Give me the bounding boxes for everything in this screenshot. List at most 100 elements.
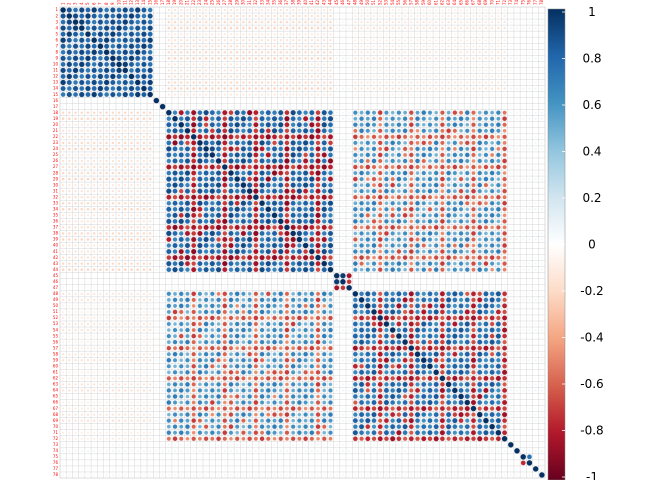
correlation-circle — [516, 365, 518, 367]
correlation-circle — [421, 315, 427, 321]
correlation-circle — [421, 369, 427, 375]
correlation-circle — [342, 63, 344, 65]
correlation-circle — [385, 51, 388, 54]
correlation-circle — [373, 105, 375, 108]
correlation-circle — [304, 281, 307, 283]
correlation-circle — [516, 166, 518, 168]
correlation-circle — [522, 341, 524, 343]
correlation-circle — [422, 69, 425, 72]
correlation-circle — [323, 63, 326, 66]
correlation-circle — [435, 281, 437, 283]
correlation-circle — [353, 128, 358, 133]
correlation-circle — [247, 339, 252, 345]
correlation-circle — [371, 243, 377, 248]
correlation-circle — [86, 220, 90, 223]
correlation-circle — [409, 128, 414, 134]
correlation-circle — [522, 69, 524, 72]
correlation-circle — [427, 291, 433, 297]
correlation-circle — [196, 139, 203, 146]
correlation-circle — [166, 164, 172, 170]
correlation-circle — [142, 341, 146, 344]
correlation-circle — [222, 358, 227, 363]
correlation-circle — [359, 237, 364, 242]
correlation-circle — [203, 182, 209, 188]
correlation-circle — [534, 359, 537, 362]
correlation-circle — [266, 75, 270, 78]
correlation-circle — [93, 365, 96, 368]
correlation-circle — [495, 206, 501, 212]
correlation-circle — [286, 105, 288, 108]
correlation-circle — [496, 116, 501, 121]
correlation-circle — [335, 21, 338, 24]
correlation-circle — [516, 21, 518, 24]
correlation-circle — [265, 140, 271, 146]
correlation-circle — [503, 63, 506, 66]
correlation-circle — [254, 14, 258, 18]
correlation-circle — [371, 303, 377, 309]
correlation-circle — [458, 333, 464, 339]
correlation-circle — [477, 110, 482, 115]
correlation-circle — [472, 93, 475, 96]
correlation-circle — [197, 230, 203, 237]
correlation-circle — [265, 116, 271, 122]
correlation-circle — [285, 87, 289, 90]
correlation-circle — [458, 110, 464, 115]
correlation-circle — [117, 352, 121, 356]
correlation-circle — [389, 309, 396, 315]
correlation-circle — [452, 369, 458, 375]
correlation-circle — [247, 134, 253, 140]
correlation-circle — [402, 219, 408, 224]
correlation-circle — [141, 55, 147, 61]
correlation-circle — [259, 170, 265, 176]
correlation-circle — [490, 195, 495, 200]
correlation-circle — [222, 321, 228, 327]
correlation-circle — [541, 33, 543, 35]
correlation-circle — [379, 286, 382, 289]
correlation-circle — [385, 14, 388, 18]
correlation-circle — [91, 25, 97, 31]
correlation-circle — [197, 352, 202, 357]
correlation-circle — [510, 33, 512, 35]
correlation-circle — [136, 201, 140, 205]
correlation-circle — [296, 224, 302, 230]
correlation-circle — [155, 172, 158, 175]
correlation-circle — [278, 140, 284, 146]
correlation-circle — [309, 170, 315, 176]
correlation-circle — [229, 69, 233, 72]
correlation-circle — [167, 93, 171, 96]
correlation-circle — [203, 128, 209, 134]
correlation-circle — [191, 303, 196, 308]
correlation-circle — [371, 339, 377, 345]
correlation-circle — [173, 322, 178, 327]
correlation-circle — [105, 214, 108, 217]
correlation-circle — [61, 195, 65, 199]
correlation-circle — [303, 194, 308, 200]
correlation-circle — [216, 322, 221, 327]
correlation-circle — [290, 351, 296, 357]
correlation-circle — [422, 26, 426, 30]
correlation-circle — [105, 335, 108, 338]
correlation-circle — [445, 297, 452, 303]
correlation-circle — [428, 14, 432, 18]
correlation-circle — [203, 309, 209, 315]
correlation-circle — [471, 243, 476, 248]
correlation-circle — [384, 351, 389, 357]
correlation-circle — [464, 128, 470, 134]
correlation-circle — [515, 298, 519, 301]
correlation-circle — [477, 182, 483, 188]
correlation-circle — [186, 8, 189, 12]
correlation-circle — [540, 208, 543, 211]
correlation-circle — [130, 250, 133, 253]
correlation-circle — [303, 218, 309, 224]
correlation-circle — [116, 92, 122, 98]
correlation-circle — [79, 43, 85, 49]
correlation-circle — [60, 79, 66, 86]
correlation-circle — [415, 261, 420, 266]
correlation-circle — [240, 140, 246, 146]
correlation-circle — [86, 226, 90, 229]
correlation-circle — [185, 297, 190, 303]
correlation-circle — [329, 286, 332, 289]
correlation-circle — [483, 243, 489, 248]
correlation-circle — [535, 124, 537, 126]
correlation-circle — [197, 146, 203, 152]
